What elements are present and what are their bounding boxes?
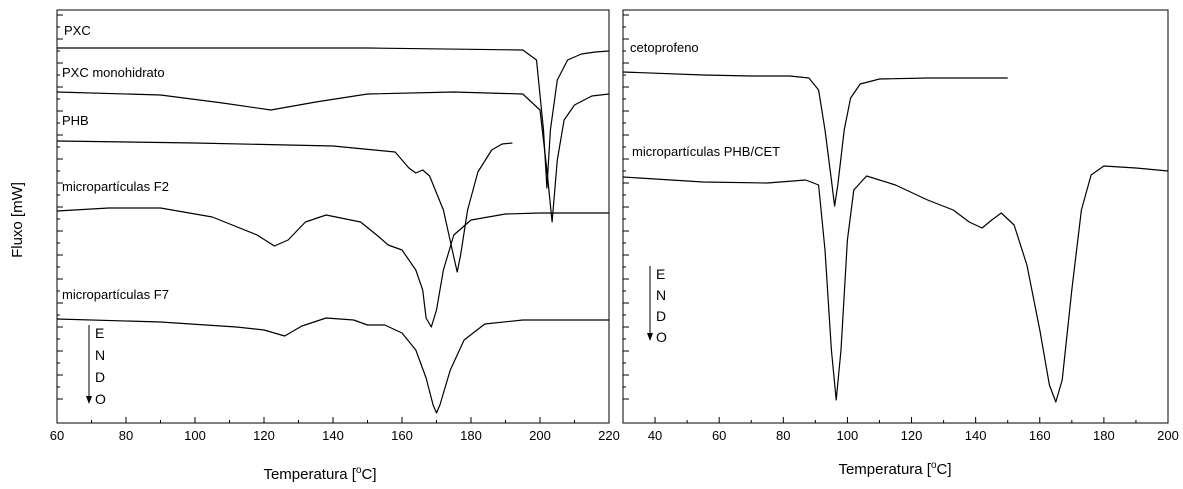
x-tick-label: 80	[119, 428, 133, 443]
x-tick-label: 120	[253, 428, 275, 443]
series-group	[56, 47, 610, 414]
endo-letter-e: E	[656, 266, 665, 282]
x-tick-label: 140	[965, 428, 987, 443]
x-tick-label: 200	[529, 428, 551, 443]
x-ticks: 40 60 80 100 120 140 160 180 200	[648, 417, 1179, 443]
x-axis-label-unit: C]	[362, 466, 377, 483]
x-ticks: 60 80 100 120 140 160 180 200 220	[50, 417, 620, 443]
endo-letter-d: D	[656, 308, 666, 324]
series-line-4	[56, 317, 609, 414]
x-axis-label-degree: o	[931, 460, 937, 471]
series-label-pxc: PXC	[64, 23, 91, 38]
series-line-3	[56, 207, 609, 328]
series-group	[622, 71, 1169, 403]
x-tick-label: 140	[322, 428, 344, 443]
y-ticks	[57, 14, 63, 400]
endo-letter-d: D	[95, 369, 105, 385]
x-tick-label: 220	[598, 428, 620, 443]
y-axis-label: Fluxo [mW]	[9, 182, 26, 258]
series-line-0	[622, 71, 1008, 207]
x-tick-label: 60	[50, 428, 64, 443]
endo-letter-n: N	[656, 287, 666, 303]
endo-letter-n: N	[95, 347, 105, 363]
x-tick-label: 180	[1093, 428, 1115, 443]
series-line-2	[56, 140, 513, 273]
series-label-pxc-monohidrato: PXC monohidrato	[62, 65, 165, 80]
series-line-1	[56, 91, 610, 223]
x-axis-label-unit: C]	[937, 461, 952, 478]
x-tick-label: 200	[1157, 428, 1179, 443]
endo-letter-o: O	[656, 329, 667, 345]
x-axis-label-degree: o	[356, 465, 362, 476]
x-tick-label: 180	[460, 428, 482, 443]
series-label-micro-phb-cet: micropartículas PHB/CET	[632, 144, 780, 159]
endo-letter-e: E	[95, 325, 104, 341]
x-axis-label-main: Temperatura [	[838, 461, 931, 478]
series-line-1	[622, 165, 1169, 403]
series-labels: PXC PXC monohidrato PHB micropartículas …	[62, 23, 169, 302]
series-labels: cetoprofeno micropartículas PHB/CET	[630, 40, 780, 159]
endo-indicator: E N D O	[86, 325, 106, 407]
series-label-micro-f2: micropartículas F2	[62, 179, 169, 194]
x-tick-label: 120	[901, 428, 923, 443]
x-tick-label: 40	[648, 428, 662, 443]
x-tick-label: 100	[837, 428, 859, 443]
chart-panel-right: 40 60 80 100 120 140 160 180 200 cetoprofeno mic…	[622, 9, 1179, 478]
endo-indicator: E N D O	[647, 266, 667, 345]
chart-panel-left: 60 80 100 120 140 160 180 200 220 PXC PXC monohi…	[50, 9, 620, 483]
x-tick-label: 60	[712, 428, 726, 443]
x-tick-label: 100	[184, 428, 206, 443]
x-tick-label: 160	[391, 428, 413, 443]
plot-frame	[622, 9, 1169, 424]
series-label-micro-f7: micropartículas F7	[62, 287, 169, 302]
endo-letter-o: O	[95, 391, 106, 407]
x-axis-label-main: Temperatura [	[263, 466, 356, 483]
endo-arrow-head	[647, 333, 653, 341]
x-axis-label: Temperatura [oC]	[838, 460, 951, 478]
series-line-0	[57, 47, 610, 189]
y-ticks	[623, 14, 629, 400]
x-tick-label: 80	[776, 428, 790, 443]
series-label-phb: PHB	[62, 113, 89, 128]
x-tick-label: 160	[1029, 428, 1051, 443]
series-label-cetoprofeno: cetoprofeno	[630, 40, 699, 55]
endo-arrow-head	[86, 396, 92, 404]
x-axis-label: Temperatura [oC]	[263, 465, 376, 483]
